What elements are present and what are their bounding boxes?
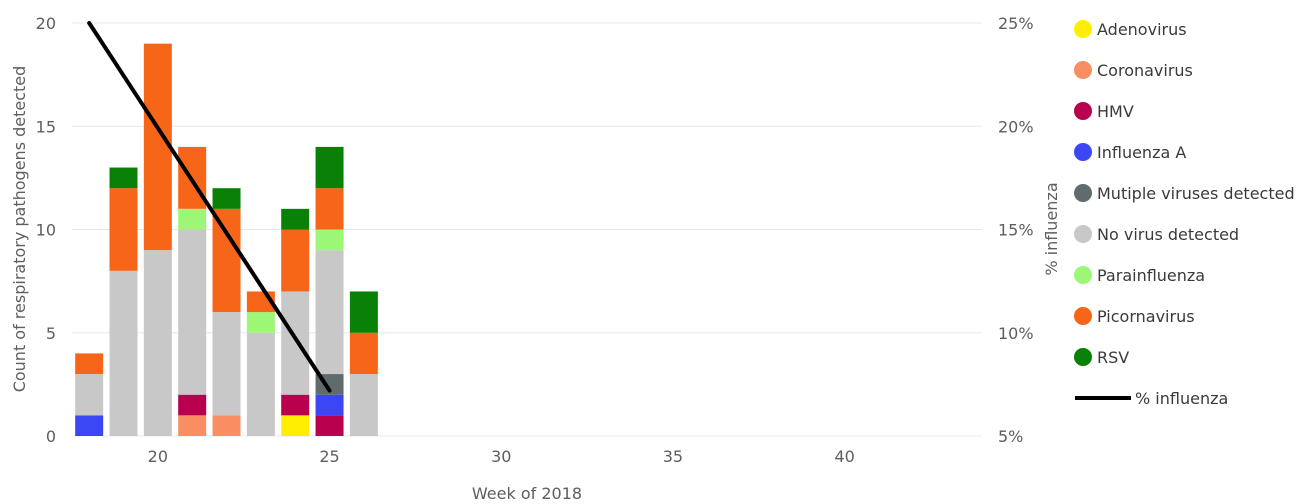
bar-segment	[315, 394, 344, 416]
y2-axis-title: % influenza	[1042, 182, 1061, 275]
bar-segment	[109, 188, 138, 271]
bar-segment	[315, 146, 344, 189]
bar-segment	[178, 229, 207, 395]
influenza-line	[87, 21, 332, 393]
bar-segment	[281, 208, 310, 230]
legend-marker	[1074, 61, 1092, 79]
y2-tick-label: 15%	[998, 221, 1034, 240]
x-tick-label: 30	[491, 447, 511, 466]
legend-label: Coronavirus	[1097, 61, 1193, 80]
y2-tick-label: 5%	[998, 427, 1023, 446]
bar-segment	[143, 250, 172, 436]
legend-label: Mutiple viruses detected	[1097, 184, 1295, 203]
bar-segment	[212, 415, 241, 436]
legend-marker	[1074, 266, 1092, 284]
bar-segment	[281, 394, 310, 416]
bar-segment	[178, 394, 207, 416]
bar-segment	[349, 332, 378, 375]
bar-segment	[349, 291, 378, 333]
legend-label: Parainfluenza	[1097, 266, 1205, 285]
x-axis-title: Week of 2018	[472, 484, 582, 503]
y-tick-label: 5	[46, 324, 56, 343]
bar-segment	[109, 270, 138, 436]
y2-axis-ticks: 5% 10% 15% 20% 25%	[998, 14, 1034, 446]
bar-segment	[178, 208, 207, 230]
legend-marker	[1074, 184, 1092, 202]
legend-label: % influenza	[1135, 389, 1228, 408]
bar-segment	[212, 208, 241, 313]
legend-label: Adenovirus	[1097, 20, 1187, 39]
bar-segment	[315, 415, 344, 436]
y-tick-label: 10	[36, 221, 56, 240]
legend-label: Influenza A	[1097, 143, 1186, 162]
y-tick-label: 20	[36, 14, 56, 33]
y-axis-ticks: 0 5 10 15 20	[36, 14, 56, 446]
x-tick-label: 20	[148, 447, 168, 466]
y2-tick-label: 20%	[998, 117, 1034, 136]
x-axis-ticks: 20 25 30 35 40	[148, 447, 855, 466]
bar-segment	[246, 332, 275, 436]
y-tick-label: 0	[46, 427, 56, 446]
bar-segment	[109, 167, 138, 189]
bar-segment	[75, 353, 104, 375]
x-tick-label: 35	[663, 447, 683, 466]
y-axis-title: Count of respiratory pathogens detected	[10, 66, 29, 393]
bar-segment	[75, 415, 104, 436]
stacked-bars	[75, 43, 378, 436]
bar-segment	[178, 415, 207, 436]
legend: Adenovirus Coronavirus HMV Influenza A Mutip…	[1074, 20, 1295, 408]
bar-segment	[315, 188, 344, 230]
legend-marker	[1074, 225, 1092, 243]
bar-segment	[315, 229, 344, 251]
legend-marker	[1074, 20, 1092, 38]
bar-segment	[281, 415, 310, 436]
legend-label: HMV	[1097, 102, 1134, 121]
bar-segment	[315, 250, 344, 375]
legend-label: Picornavirus	[1097, 307, 1195, 326]
line-series	[87, 21, 332, 393]
bar-segment	[246, 312, 275, 333]
legend-marker	[1074, 348, 1092, 366]
legend-marker	[1074, 143, 1092, 161]
y2-tick-label: 25%	[998, 14, 1034, 33]
y2-tick-label: 10%	[998, 324, 1034, 343]
gridlines	[72, 22, 982, 437]
bar-segment	[75, 374, 104, 416]
bar-segment	[281, 229, 310, 292]
bar-segment	[212, 188, 241, 209]
bar-segment	[349, 374, 378, 436]
x-tick-label: 25	[319, 447, 339, 466]
y-tick-label: 15	[36, 117, 56, 136]
bar-segment	[281, 291, 310, 395]
bar-segment	[143, 43, 172, 251]
legend-marker	[1074, 102, 1092, 120]
legend-label: No virus detected	[1097, 225, 1239, 244]
legend-label: RSV	[1097, 348, 1129, 367]
x-tick-label: 40	[834, 447, 854, 466]
bar-segment	[212, 312, 241, 416]
legend-marker	[1074, 307, 1092, 325]
